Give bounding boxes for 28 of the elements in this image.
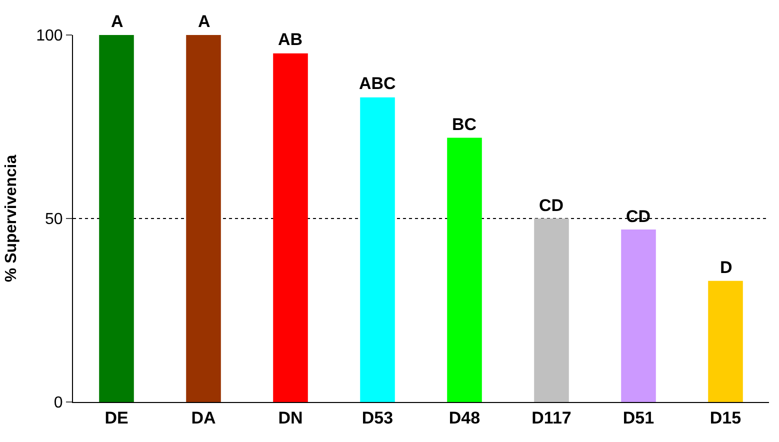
annotation: AB bbox=[278, 30, 303, 49]
bar bbox=[621, 230, 656, 402]
annotation: A bbox=[198, 12, 210, 31]
y-tick-label: 0 bbox=[54, 394, 63, 412]
x-tick-label: D117 bbox=[532, 408, 572, 428]
x-tick-label: DE bbox=[104, 408, 128, 428]
bar bbox=[99, 35, 134, 402]
annotation: ABC bbox=[359, 74, 396, 93]
x-tick-label: DA bbox=[191, 408, 216, 428]
x-tick-label: D15 bbox=[710, 408, 742, 428]
x-tick-label: D48 bbox=[448, 408, 480, 428]
annotation: BC bbox=[452, 115, 477, 134]
bar bbox=[360, 97, 395, 402]
bar bbox=[273, 53, 308, 402]
annotation: D bbox=[720, 258, 732, 277]
bar bbox=[186, 35, 221, 402]
annotation: CD bbox=[539, 196, 564, 215]
bar bbox=[534, 218, 569, 402]
y-axis-title: % Supervivencia bbox=[2, 154, 20, 282]
x-tick-label: DN bbox=[278, 408, 303, 428]
bar bbox=[447, 138, 482, 402]
y-tick-label: 50 bbox=[45, 211, 63, 228]
x-tick-label: D51 bbox=[622, 408, 654, 428]
annotation: A bbox=[111, 12, 124, 31]
annotation: CD bbox=[626, 207, 651, 226]
y-tick-label: 100 bbox=[36, 28, 63, 45]
x-tick-label: D53 bbox=[362, 408, 394, 428]
bar bbox=[708, 280, 743, 402]
